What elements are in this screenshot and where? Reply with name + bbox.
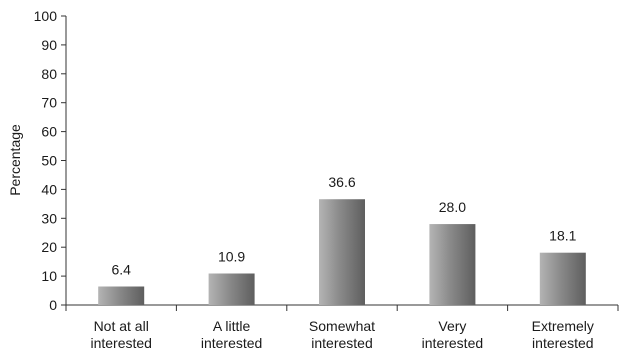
data-label: 36.6 (328, 174, 355, 190)
x-tick-label: interested (311, 335, 372, 351)
y-tick-label: 90 (41, 37, 57, 53)
y-tick-label: 20 (41, 239, 57, 255)
x-tick-label: interested (532, 335, 593, 351)
y-tick-label: 40 (41, 181, 57, 197)
x-tick-label: Somewhat (309, 318, 375, 334)
data-label: 28.0 (439, 199, 466, 215)
y-tick-label: 50 (41, 153, 57, 169)
y-axis: 0 10 20 30 40 50 60 70 80 90 100 (34, 8, 67, 313)
y-tick-label: 60 (41, 124, 57, 140)
data-label: 6.4 (111, 262, 131, 278)
bar (98, 286, 145, 305)
bar (208, 273, 255, 305)
y-tick-label: 80 (41, 66, 57, 82)
x-tick-label: A little (213, 318, 251, 334)
bar (539, 252, 586, 305)
x-tick-label: interested (90, 335, 151, 351)
x-tick-label: interested (201, 335, 262, 351)
y-tick-label: 0 (49, 297, 57, 313)
y-tick-label: 100 (34, 8, 58, 24)
x-tick-label: Not at all (94, 318, 149, 334)
bars: 6.4 10.9 36.6 28.0 18.1 (98, 174, 586, 305)
x-tick-label: Extremely (532, 318, 594, 334)
bar (319, 199, 365, 305)
data-label: 18.1 (549, 228, 576, 244)
y-tick-label: 30 (41, 210, 57, 226)
bar (429, 224, 476, 305)
y-tick-label: 70 (41, 95, 57, 111)
y-tick-label: 10 (41, 268, 57, 284)
data-label: 10.9 (218, 248, 245, 264)
x-tick-label: interested (422, 335, 483, 351)
x-tick-label: Very (438, 318, 466, 334)
y-axis-title: Percentage (7, 124, 23, 196)
